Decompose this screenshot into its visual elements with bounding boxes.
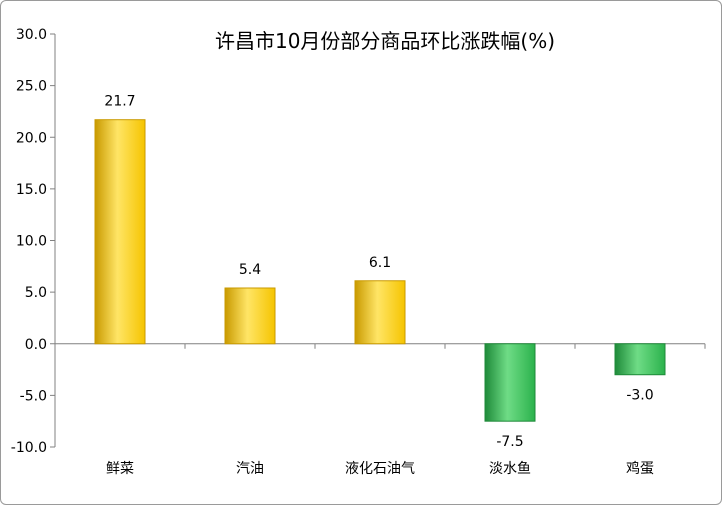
- y-tick-label: 15.0: [16, 182, 47, 198]
- y-tick-label: -10.0: [11, 440, 47, 456]
- bar-汽油: [224, 287, 276, 345]
- category-label: 鲜菜: [106, 461, 134, 477]
- data-label: 6.1: [369, 255, 391, 271]
- y-tick-label: 10.0: [16, 234, 47, 250]
- data-label: 5.4: [239, 262, 261, 278]
- category-label: 淡水鱼: [489, 460, 531, 477]
- y-tick-label: 25.0: [16, 79, 47, 95]
- bar-鸡蛋: [614, 343, 666, 376]
- bar-液化石油气: [354, 280, 406, 345]
- y-tick-label: 20.0: [16, 130, 47, 146]
- data-label: -7.5: [496, 434, 523, 450]
- category-label: 液化石油气: [345, 461, 415, 477]
- data-label: -3.0: [626, 388, 653, 404]
- y-tick-label: -5.0: [20, 388, 47, 404]
- data-label: 21.7: [104, 94, 135, 110]
- y-tick-label: 30.0: [16, 27, 47, 43]
- bar-淡水鱼: [484, 343, 536, 422]
- bar-鲜菜: [94, 119, 146, 345]
- y-tick-label: 5.0: [25, 285, 47, 301]
- category-label: 汽油: [236, 461, 264, 477]
- chart-title: 许昌市10月份部分商品环比涨跌幅(%): [215, 29, 555, 53]
- category-label: 鸡蛋: [626, 460, 654, 477]
- y-tick-label: 0.0: [25, 337, 47, 353]
